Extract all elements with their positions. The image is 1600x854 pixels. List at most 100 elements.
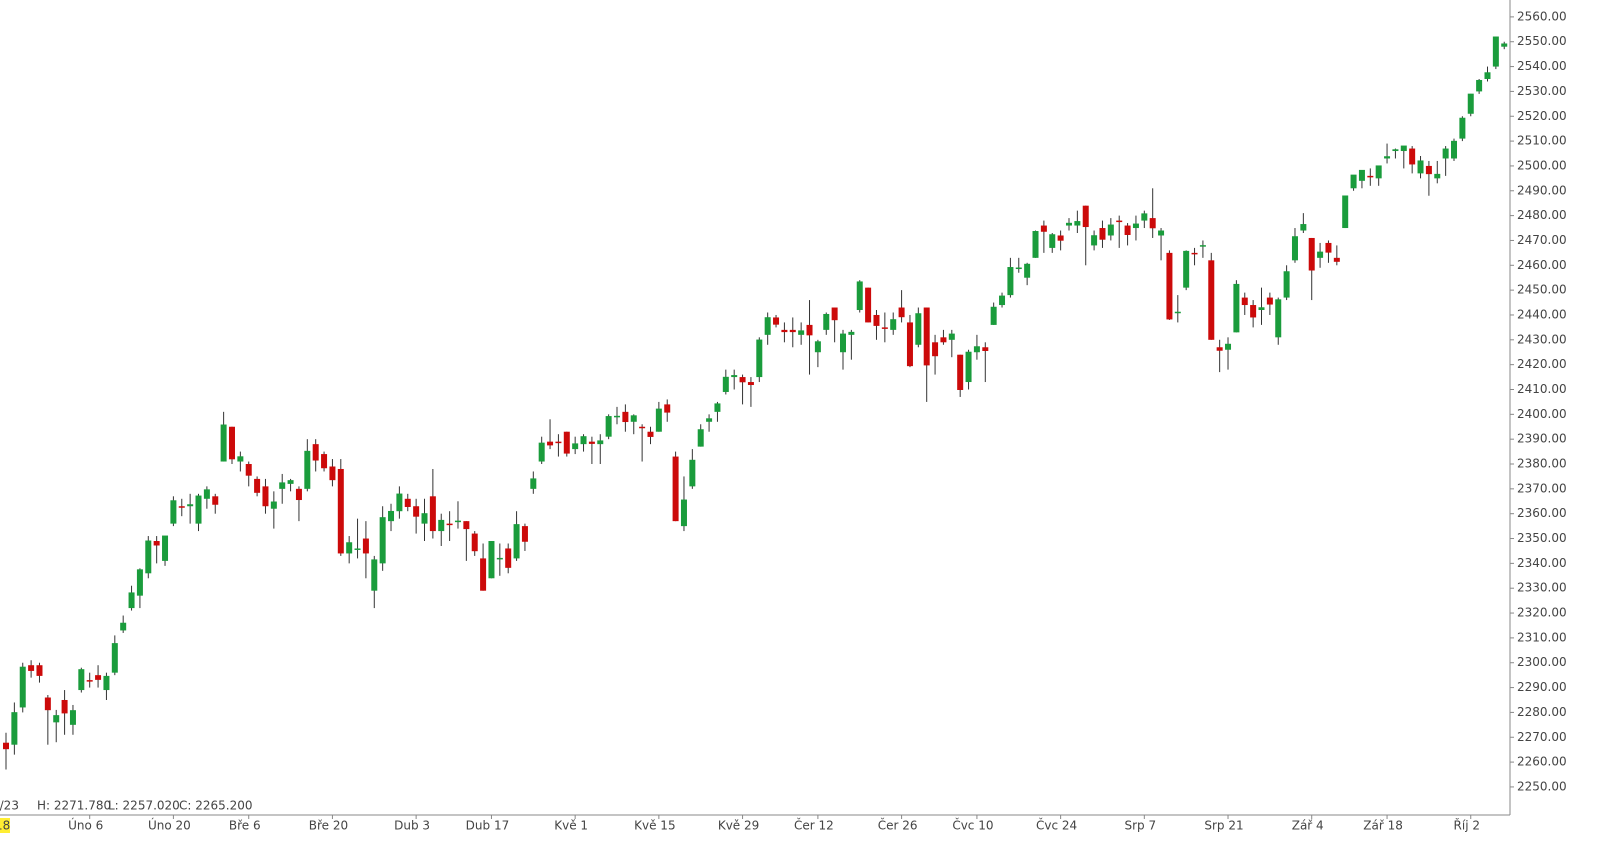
candle-body [1065,222,1072,226]
y-tick-label: 2440.00 [1517,307,1567,321]
y-tick-label: 2330.00 [1517,581,1567,595]
candle-body [162,535,169,561]
candle-body [513,524,520,559]
candle-body [639,426,646,429]
candle-body [630,415,637,422]
candle-body [1233,283,1240,333]
candle-body [1132,223,1139,229]
x-tick-label: Kvě 1 [554,819,588,833]
x-tick-label: Srp 7 [1125,819,1157,833]
candle-body [86,680,93,682]
candle-body [664,404,671,413]
candle-body [940,337,947,343]
candle-body [496,557,503,560]
candle-body [1091,235,1098,246]
candle-body [1367,175,1374,178]
candle-body [1400,145,1407,152]
candle-body [1191,252,1198,255]
x-tick-label: Čvc 10 [952,818,993,833]
candle-body [446,523,453,526]
candle-body [672,456,679,522]
candle-body [220,424,227,462]
candle-body [932,342,939,357]
candle-body [647,431,654,437]
candle-body [1074,221,1081,226]
candle-body [1216,347,1223,351]
y-tick-label: 2450.00 [1517,283,1567,297]
y-tick-label: 2500.00 [1517,158,1567,172]
y-tick-label: 2540.00 [1517,59,1567,73]
candle-body [999,295,1006,306]
candle-body [890,319,897,330]
candle-body [840,333,846,353]
candle-body [36,665,43,676]
candle-body [706,418,713,422]
candle-body [1409,148,1416,165]
candle-body [1024,263,1031,278]
candle-body [563,431,570,454]
candle-body [1266,297,1273,305]
candle-body [831,307,838,321]
candle-body [404,498,411,507]
candle-body [1375,165,1382,179]
candle-body [1149,218,1156,229]
candle-body [111,643,118,673]
candle-body [128,592,135,609]
candle-body [1451,140,1458,159]
candle-body [1342,195,1349,229]
candle-body [655,408,662,432]
candle-body [856,281,863,311]
candle-body [304,450,311,489]
candle-body [145,540,152,574]
candle-body [731,375,738,378]
candle-body [178,506,185,508]
candle-body [245,464,252,476]
candle-body [823,313,830,330]
candle-body [1392,149,1399,152]
candle-body [321,454,328,469]
candle-body [170,500,177,524]
candle-body [103,675,110,691]
x-tick-label: Úno 20 [148,818,191,833]
candle-body [44,697,51,711]
candle-body [463,521,470,530]
candle-body [270,501,277,509]
candle-body [605,416,612,437]
y-tick-label: 2550.00 [1517,34,1567,48]
candle-body [1250,305,1257,318]
candle-body [814,341,821,353]
y-tick-label: 2320.00 [1517,606,1567,620]
cursor-date: 18 [0,819,10,833]
y-tick-label: 2390.00 [1517,432,1567,446]
candle-body [1099,228,1106,240]
candle-body [1275,299,1282,338]
candle-body [555,441,562,444]
y-tick-label: 2460.00 [1517,258,1567,272]
candle-body [1417,160,1424,174]
info-high: H: 2271.780 [37,799,111,813]
candle-body [521,526,528,542]
candle-body [622,411,629,423]
candle-body [195,495,202,524]
x-tick-label: Srp 21 [1204,819,1243,833]
candle-body [1158,230,1165,236]
candle-body [588,441,595,444]
candle-body [78,669,85,691]
candle-body [153,541,160,546]
candle-body [873,314,880,326]
candle-body [1225,343,1232,350]
y-tick-label: 2480.00 [1517,208,1567,222]
y-tick-label: 2490.00 [1517,183,1567,197]
y-tick-label: 2280.00 [1517,705,1567,719]
candle-body [11,712,18,745]
x-tick-label: Zář 4 [1292,819,1324,833]
candle-body [279,482,286,489]
x-tick-label: Čer 12 [794,818,834,833]
candle-body [756,339,763,378]
candle-body [982,347,989,351]
candle-body [906,322,913,367]
candle-body [1183,250,1190,288]
candle-body [1467,93,1474,114]
candle-body [789,329,796,333]
